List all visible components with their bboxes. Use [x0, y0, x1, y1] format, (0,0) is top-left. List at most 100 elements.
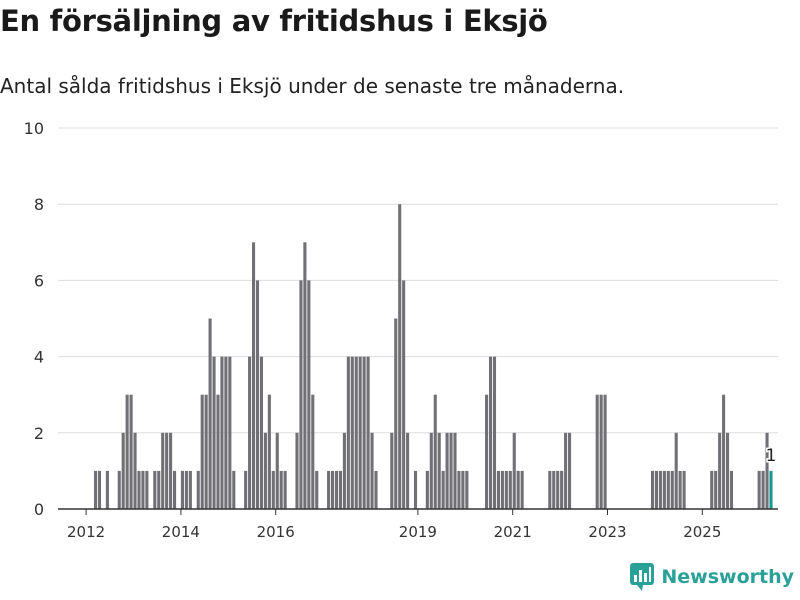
bar: [105, 470, 109, 509]
y-tick-label: 6: [34, 271, 44, 290]
bar: [259, 356, 263, 509]
bar: [125, 394, 129, 509]
bar: [133, 432, 137, 509]
y-axis-ticks: 0 2 4 6 8 10: [24, 119, 44, 519]
bar: [212, 356, 216, 509]
bar: [279, 470, 283, 509]
bar: [666, 470, 670, 509]
bar: [599, 394, 603, 509]
bar: [338, 470, 342, 509]
bar: [271, 470, 275, 509]
bar: [97, 470, 102, 509]
bar: [568, 432, 572, 509]
bar: [425, 470, 429, 509]
bar: [331, 470, 335, 509]
bar: [406, 432, 410, 509]
bar: [670, 470, 674, 509]
bar: [208, 318, 212, 509]
bar: [726, 432, 730, 509]
bar: [311, 394, 315, 509]
bar: [299, 280, 303, 509]
bar: [232, 470, 236, 509]
x-tick-label: 2014: [162, 523, 200, 541]
bar-chart: 0 2 4 6 8 10 2012 2014 2016 2019 2021 2023 2025 1: [24, 119, 778, 541]
bar: [394, 318, 398, 509]
bar: [761, 470, 765, 509]
brand-name: Newsworthy: [661, 566, 794, 588]
x-axis-ticks: 2012 2014 2016 2019 2021 2023 2025: [67, 509, 721, 541]
y-tick-label: 10: [24, 119, 44, 138]
bar: [552, 470, 556, 509]
x-tick-label: 2012: [67, 523, 105, 541]
bar: [263, 432, 267, 509]
bar: [307, 280, 311, 509]
bar: [157, 470, 161, 509]
bar: [117, 470, 121, 509]
bar: [461, 470, 465, 509]
bar: [129, 394, 133, 509]
chart-subtitle: Antal sålda fritidshus i Eksjö under de …: [0, 74, 625, 98]
bar: [496, 470, 500, 509]
bar: [516, 470, 520, 509]
bar: [603, 394, 607, 509]
bar: [366, 356, 370, 509]
bar: [682, 470, 686, 509]
bar: [275, 432, 279, 509]
bar: [678, 470, 682, 509]
bar-highlight: [769, 470, 773, 509]
bar: [252, 242, 256, 510]
bar: [188, 470, 192, 509]
y-tick-label: 8: [34, 195, 44, 214]
bar: [757, 470, 761, 509]
bar: [346, 356, 350, 509]
bar: [674, 432, 678, 509]
y-tick-label: 4: [34, 348, 44, 367]
bar: [204, 394, 208, 509]
bar: [512, 432, 516, 509]
bar: [560, 470, 564, 509]
bar: [362, 356, 366, 509]
bar: [303, 242, 307, 510]
bar: [354, 356, 358, 509]
bar: [255, 280, 260, 509]
bar: [402, 280, 406, 509]
bar: [224, 356, 228, 509]
newsworthy-logo-icon: [630, 563, 655, 591]
x-tick-label: 2019: [399, 523, 437, 541]
x-tick-label: 2025: [683, 523, 721, 541]
bar: [145, 470, 149, 509]
bar: [413, 470, 418, 509]
bar: [180, 470, 184, 509]
bar: [165, 432, 169, 509]
bar: [564, 432, 568, 509]
bar: [433, 394, 437, 509]
bar: [520, 470, 524, 509]
bar: [244, 470, 248, 509]
bar: [342, 432, 346, 509]
bar: [267, 394, 271, 509]
bar: [295, 432, 299, 509]
x-tick-label: 2021: [494, 523, 532, 541]
bar: [718, 432, 722, 509]
bar: [196, 470, 200, 509]
bar: [445, 432, 449, 509]
bar: [508, 470, 512, 509]
bar: [315, 470, 319, 509]
bar: [200, 394, 204, 509]
bar: [94, 470, 98, 509]
x-tick-label: 2023: [588, 523, 626, 541]
bar: [441, 470, 445, 509]
bar: [453, 432, 457, 509]
bar: [710, 470, 714, 509]
bar: [161, 432, 165, 509]
bar: [121, 432, 125, 509]
bar: [248, 356, 252, 509]
bar: [457, 470, 461, 509]
bar: [714, 470, 718, 509]
bar: [390, 432, 394, 509]
bar: [485, 394, 489, 509]
bar: [370, 432, 374, 509]
grid-lines: [58, 127, 778, 434]
bar: [141, 470, 145, 509]
bar: [283, 470, 287, 509]
